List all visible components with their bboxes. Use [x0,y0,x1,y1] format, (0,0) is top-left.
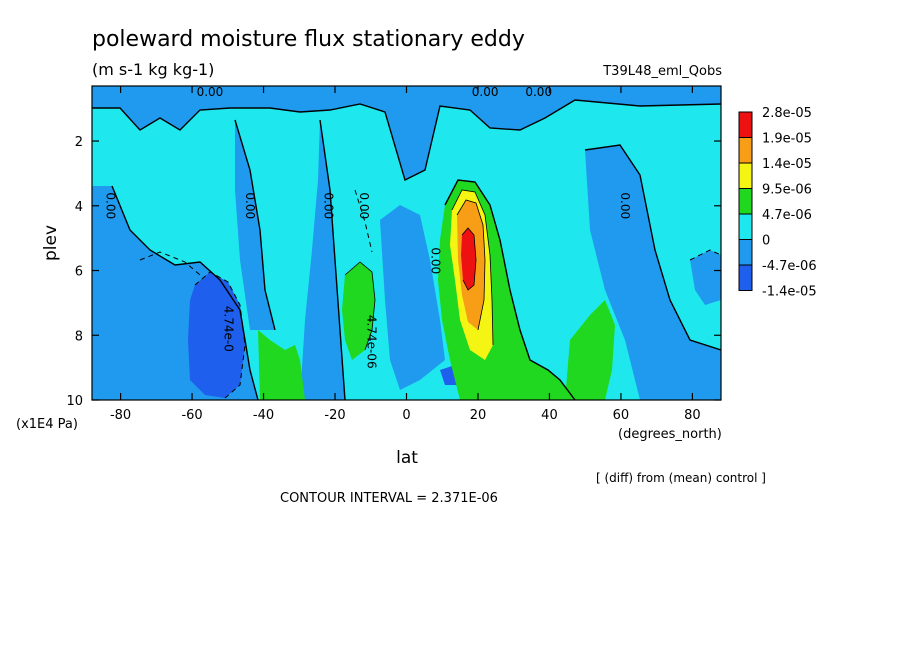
positive-contour-lines [344,189,494,351]
contour-label: 0.00 [618,192,632,219]
contour-labels: 0.00 0.00 0.00 0.00 0.00 0.00 0.00 0.00 0.00 4.74… [103,85,632,369]
plot-area: 0.00 0.00 0.00 0.00 0.00 0.00 0.00 0.00 0.00 4.74… [92,85,721,400]
negative-region-east [690,250,721,305]
contour-label: 0.00 [429,247,443,274]
y-axis: 2 4 6 8 10 [66,135,721,409]
colorbar-swatch [738,111,753,138]
y-axis-label: plev [41,225,61,261]
colorbar-swatch [738,188,753,215]
contour-label: 0.00 [357,192,371,219]
colorbar-swatch [738,137,753,164]
colorbar-label: 0 [762,234,770,249]
colorbar-label: 1.4e-05 [762,157,812,172]
contour-label: 4.74e-06 [364,315,378,369]
chart-title: poleward moisture flux stationary eddy [92,27,525,52]
x-tick-label: 40 [541,408,558,423]
strong-negative-region [188,272,245,398]
negative-region-south [235,120,275,330]
y-tick-label: 4 [75,200,83,215]
negative-region-mid [300,120,345,400]
negative-region-eq [380,205,445,390]
colorbar-label: -4.7e-06 [762,259,817,274]
colorbar-swatch [738,264,753,291]
run-name: T39L48_eml_Qobs [602,64,722,79]
contour-label: 0.00 [243,192,257,219]
colorbar-swatch [738,162,753,189]
contour-interval: CONTOUR INTERVAL = 2.371E-06 [280,491,498,506]
contour-label: 0.00 [103,192,117,219]
negative-region-upper [92,86,721,180]
chart-units: (m s-1 kg kg-1) [92,60,214,79]
colorbar-swatch [738,239,753,266]
contour-lines [92,99,721,400]
footnote: [ (diff) from (mean) control ] [596,471,766,485]
x-tick-label: -20 [324,408,345,423]
colorbar-label: 1.9e-05 [762,132,812,147]
colorbar-label: -1.4e-05 [762,285,817,300]
x-tick-label: -80 [110,408,131,423]
negative-region-north [585,145,721,400]
x-tick-label: 60 [613,408,630,423]
colorbar-label: 4.7e-06 [762,208,812,223]
colorbar-swatch [738,213,753,240]
contour-label: 0.00 [525,85,552,99]
x-tick-label: 80 [684,408,701,423]
x-tick-label: 0 [402,408,410,423]
contour-label: 0.00 [321,192,335,219]
x-axis: -80 -60 -40 -20 0 20 40 60 80 [110,86,701,423]
colorbar: 2.8e-05 1.9e-05 1.4e-05 9.5e-06 4.7e-06 0 -4.7… [738,106,817,300]
x-axis-label: lat [396,448,418,468]
x-tick-label: -60 [181,408,202,423]
colorbar-label: 9.5e-06 [762,183,812,198]
y-tick-label: 8 [75,329,83,344]
colorbar-label: 2.8e-05 [762,106,812,121]
y-axis-units: (x1E4 Pa) [16,417,78,432]
positive-green-mid [342,262,375,360]
y-tick-label: 2 [75,135,83,150]
y-tick-label: 6 [75,265,83,280]
positive-green-left [258,330,305,400]
contour-label: 0.00 [197,85,224,99]
contour-label: 0.00 [472,85,499,99]
x-tick-label: -40 [253,408,274,423]
y-tick-label: 10 [66,394,83,409]
positive-green-north [565,300,615,400]
x-tick-label: 20 [470,408,487,423]
negative-contour-lines [139,189,721,399]
contour-label: 4.74e-0 [221,306,235,352]
positive-red [461,228,476,290]
x-axis-units: (degrees_north) [618,427,722,442]
